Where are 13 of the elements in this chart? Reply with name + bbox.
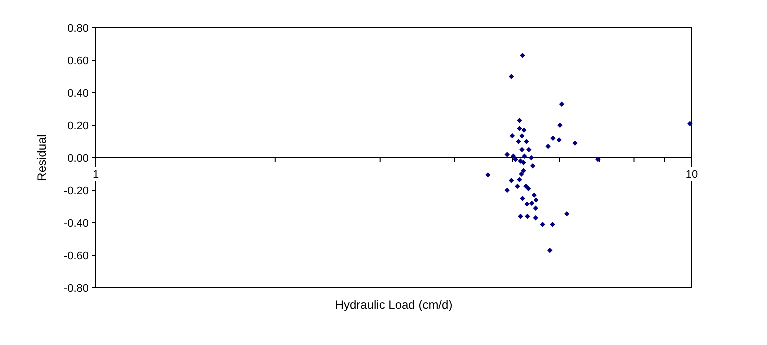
y-tick-label: -0.40 xyxy=(64,218,89,230)
y-tick-label: 0.80 xyxy=(68,22,89,35)
y-tick-label: 0.40 xyxy=(68,88,89,100)
x-tick-label: 1 xyxy=(92,169,100,181)
y-tick-label: -0.80 xyxy=(64,282,89,295)
x-tick-label: 10 xyxy=(686,169,698,181)
y-tick-label: 0.20 xyxy=(68,120,89,132)
y-axis-title: Residual xyxy=(35,134,49,182)
y-tick-label: 0.60 xyxy=(68,55,89,68)
y-tick-label: -0.20 xyxy=(64,185,89,198)
y-tick-label: 0.00 xyxy=(68,152,89,165)
x-axis-title: Hydraulic Load (cm/d) xyxy=(335,298,453,312)
y-tick-label: -0.60 xyxy=(64,250,89,262)
